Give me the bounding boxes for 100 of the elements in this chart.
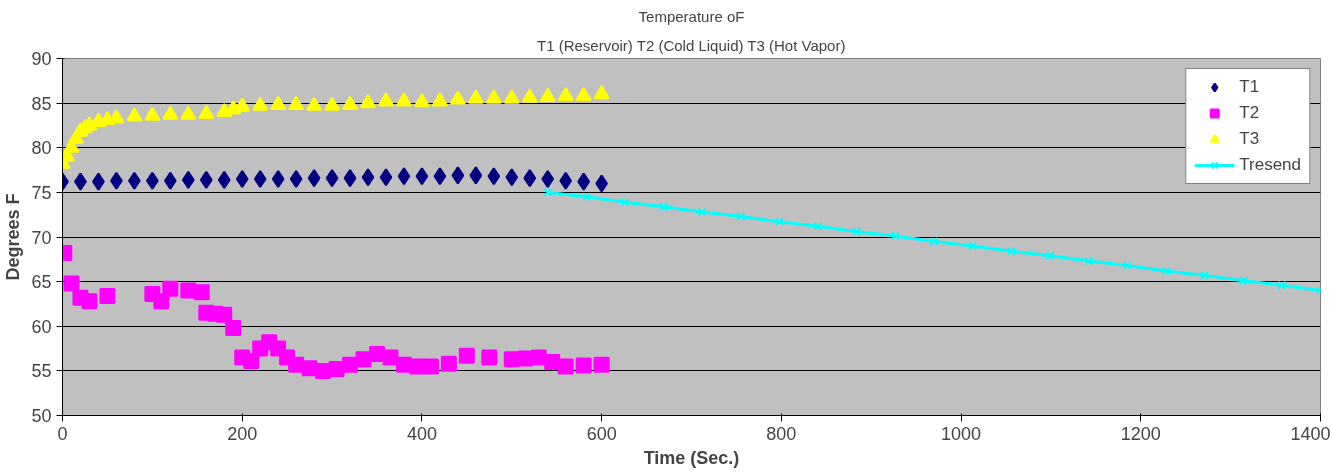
point	[736, 211, 746, 222]
point	[557, 358, 574, 375]
x-tick-label: 200	[227, 423, 258, 444]
y-tick-label: 65	[31, 272, 52, 293]
point	[397, 167, 411, 186]
point	[485, 89, 502, 104]
point	[153, 293, 170, 310]
point	[539, 87, 556, 102]
point	[559, 171, 573, 190]
y-tick-label: 55	[31, 361, 52, 382]
point	[193, 284, 210, 301]
point	[1238, 276, 1248, 286]
point	[813, 221, 823, 231]
point	[270, 95, 287, 110]
point	[593, 85, 610, 100]
point	[253, 169, 267, 188]
point	[449, 90, 466, 105]
x-tick-label: 1200	[1120, 423, 1161, 444]
point	[890, 231, 901, 241]
y-tick-label: 60	[31, 316, 52, 337]
point	[382, 349, 399, 366]
point	[1161, 266, 1171, 276]
point	[581, 192, 591, 202]
point	[521, 88, 538, 103]
x-tick-label: 1000	[941, 423, 982, 444]
point	[180, 105, 197, 120]
point	[216, 306, 233, 323]
point	[180, 282, 197, 299]
legend-label: Tresend	[1239, 155, 1301, 175]
y-tick-label: 70	[31, 227, 52, 248]
point	[306, 96, 323, 111]
point	[199, 170, 213, 189]
point	[198, 104, 215, 119]
point	[469, 166, 483, 185]
point	[289, 169, 303, 188]
point	[968, 241, 978, 251]
point	[342, 356, 359, 373]
y-tick-label: 85	[31, 93, 52, 114]
point	[252, 96, 269, 111]
y-axis-title: Degrees F	[3, 193, 24, 281]
legend-label: T3	[1239, 129, 1260, 149]
point	[307, 169, 321, 188]
point	[929, 236, 939, 246]
point	[243, 353, 260, 370]
point	[63, 275, 80, 292]
point	[162, 105, 179, 120]
point	[99, 287, 116, 304]
x-tick-label: 800	[766, 423, 797, 444]
point	[1122, 261, 1132, 271]
point	[342, 95, 359, 110]
point	[1006, 246, 1016, 256]
legend-label: T2	[1239, 103, 1260, 123]
point	[415, 167, 429, 186]
point	[413, 93, 430, 108]
point	[1200, 270, 1210, 280]
point	[523, 169, 537, 188]
point	[505, 168, 519, 187]
point	[422, 358, 439, 375]
point	[775, 217, 785, 227]
legend-label: T1	[1239, 77, 1260, 97]
point	[288, 95, 305, 110]
point	[467, 89, 484, 104]
point	[575, 357, 592, 374]
point	[181, 170, 195, 189]
point	[481, 349, 498, 366]
point	[315, 362, 332, 379]
x-tick-label: 1400	[1290, 423, 1331, 444]
point	[487, 167, 501, 186]
point	[431, 92, 448, 107]
x-tick-label: 600	[586, 423, 617, 444]
point	[451, 166, 465, 185]
point	[440, 355, 457, 372]
point	[620, 197, 630, 207]
point	[1045, 251, 1055, 261]
point	[659, 202, 669, 212]
point	[235, 169, 249, 188]
y-tick-label: 80	[31, 138, 52, 159]
point	[324, 96, 341, 111]
x-axis-title: Time (Sec.)	[643, 447, 740, 468]
point	[271, 169, 285, 188]
point	[458, 347, 475, 364]
point	[162, 280, 179, 297]
point	[288, 356, 305, 373]
point	[361, 168, 375, 187]
chart-title: Temperature oF	[638, 7, 745, 25]
point	[325, 169, 339, 188]
point	[379, 168, 393, 187]
point	[1277, 280, 1287, 290]
point	[126, 107, 143, 122]
point	[1084, 256, 1094, 266]
point	[503, 89, 520, 104]
point	[543, 187, 553, 197]
x-tick-label: 0	[57, 423, 68, 444]
point	[593, 356, 610, 373]
point	[541, 169, 555, 188]
point	[433, 167, 447, 186]
y-tick-label: 75	[31, 182, 52, 203]
y-tick-label: 90	[31, 49, 52, 69]
chart-subtitle: T1 (Reservoir) T2 (Cold Liquid) T3 (Hot Vapor)	[537, 36, 846, 54]
point	[144, 106, 161, 121]
